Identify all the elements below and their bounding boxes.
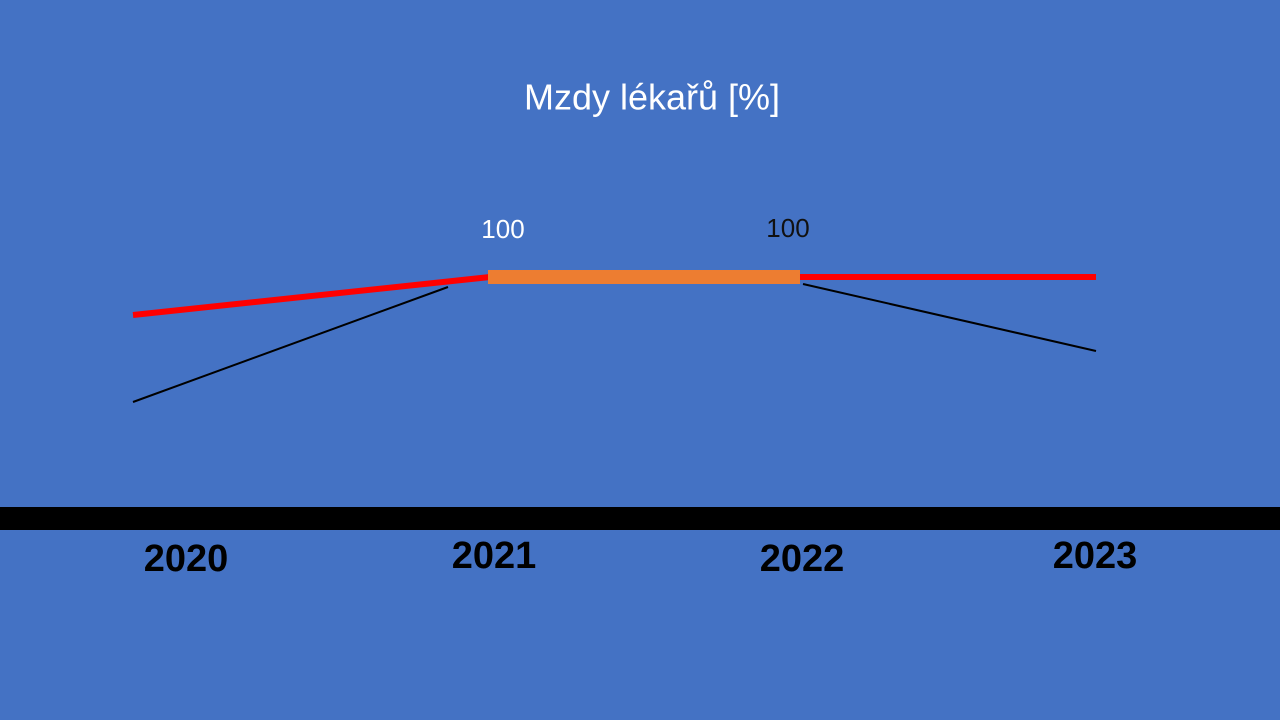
value-label: 100	[481, 214, 524, 244]
red-line	[132, 274, 491, 318]
year-label: 2020	[144, 538, 229, 580]
year-label: 2023	[1053, 535, 1138, 577]
orange-bar	[488, 270, 800, 284]
trend-line	[132, 286, 449, 403]
year-label: 2022	[760, 538, 845, 580]
value-label: 100	[766, 213, 809, 243]
title: Mzdy lékařů [%]	[524, 77, 780, 118]
axis-bar	[0, 507, 1280, 530]
year-label: 2021	[452, 535, 537, 577]
trend-line	[802, 283, 1097, 352]
